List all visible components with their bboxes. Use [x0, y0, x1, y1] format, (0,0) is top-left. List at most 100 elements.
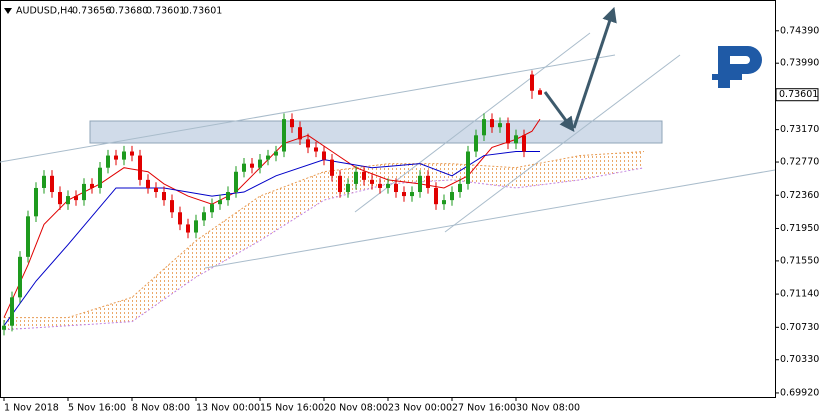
candle-body [522, 135, 526, 152]
y-tick-label: 0.70730 [780, 322, 819, 333]
candle-body [210, 204, 214, 213]
indicator-line [3, 118, 541, 318]
candle-body [194, 220, 198, 233]
candle-body [26, 216, 30, 257]
cloud-upper [4, 151, 645, 319]
candle-body [298, 127, 302, 140]
candle-body [538, 90, 542, 95]
candle-body [530, 74, 534, 91]
y-tick-label: 0.73170 [780, 124, 819, 135]
candle-body [290, 119, 294, 128]
candle-body [370, 179, 374, 184]
candle-body [122, 151, 126, 160]
candle-body [2, 325, 6, 330]
y-tick-label: 0.71140 [780, 289, 819, 300]
candle-body [58, 192, 62, 205]
candle-body [162, 192, 166, 201]
last-price-box [775, 88, 819, 102]
candle-body [74, 196, 78, 201]
y-tick-label: 0.73990 [780, 58, 819, 69]
last-price-label: 0.73601 [779, 89, 818, 100]
candle-body [226, 192, 230, 201]
candle-body [34, 187, 38, 217]
y-tick-label: 0.71950 [780, 223, 819, 234]
candle-body [98, 167, 102, 188]
candle-body [466, 151, 470, 184]
candle-body [234, 171, 238, 193]
y-tick-label: 0.74390 [780, 25, 819, 36]
x-tick-label: 5 Nov 16:00 [68, 403, 126, 414]
candle-body [450, 192, 454, 201]
candle-body [154, 187, 158, 193]
x-tick-label: 15 Nov 16:00 [260, 403, 324, 414]
candle-body [418, 175, 422, 193]
candle-body [394, 183, 398, 193]
candle-body [514, 135, 518, 144]
candle-body [266, 155, 270, 160]
candle-body [114, 155, 118, 160]
cloud-area [4, 151, 644, 330]
x-tick-label: 13 Nov 00:00 [196, 403, 260, 414]
candle-body [282, 119, 286, 152]
candle-body [178, 212, 182, 225]
candle-body [42, 175, 46, 188]
cloud-layer [3, 151, 645, 331]
channel-upper [0, 54, 616, 163]
x-tick-label: 23 Nov 00:00 [388, 403, 452, 414]
x-tick-label: 8 Nov 08:00 [132, 403, 190, 414]
symbol: AUDUSD,H4 [16, 6, 73, 17]
indicator-line [3, 151, 540, 326]
plot-frame [0, 0, 776, 398]
candle-body [18, 256, 22, 298]
header-price: 0.73680 [109, 6, 148, 17]
candle-body [10, 297, 14, 326]
candle-body [186, 224, 190, 233]
logo [712, 46, 762, 88]
axes-layer: 0.74390 0.73990 0.73170 0.72770 0.72360 0.719… [3, 25, 819, 414]
header-price: 0.73601 [146, 6, 185, 17]
candle-body [138, 155, 142, 180]
candle-body [362, 171, 366, 180]
y-tick-label: 0.69920 [780, 387, 819, 398]
marks-layer [2, 70, 542, 336]
channel-inner-2 [354, 32, 591, 213]
candle-body [498, 123, 502, 128]
channel-lower [204, 169, 776, 269]
candle-body [378, 183, 382, 188]
candle-body [242, 163, 246, 172]
candle-body [490, 119, 494, 128]
forecast-arrow-up [572, 6, 617, 129]
x-tick-label: 30 Nov 08:00 [516, 403, 580, 414]
x-tick-label: 1 Nov 2018 [4, 403, 59, 414]
candle-body [322, 151, 326, 160]
candle-body [506, 123, 510, 144]
candle-body [66, 196, 70, 205]
candle-body [338, 175, 342, 193]
candle-body [442, 200, 446, 205]
candle-body [314, 147, 318, 152]
channel-inner [444, 54, 681, 233]
x-tick-label: 20 Nov 08:00 [324, 403, 388, 414]
candle-body [330, 159, 334, 176]
candle-body [90, 183, 94, 188]
candle-body [354, 171, 358, 184]
forecast-arrow-down [543, 91, 575, 133]
candle-body [474, 135, 478, 152]
candle-body [130, 151, 134, 156]
y-tick-label: 0.72770 [780, 157, 819, 168]
candle-body [146, 179, 150, 188]
candle-body [386, 183, 390, 188]
candle-body [274, 151, 278, 156]
candle-body [410, 192, 414, 197]
x-tick-label: 27 Nov 16:00 [452, 403, 516, 414]
candle-body [82, 183, 86, 201]
candle-body [258, 159, 262, 168]
candle-body [218, 200, 222, 205]
y-tick-label: 0.70330 [780, 354, 819, 365]
menu-triangle [4, 8, 12, 14]
candle-body [458, 183, 462, 193]
candle-body [426, 175, 430, 188]
candle-body [106, 155, 110, 168]
